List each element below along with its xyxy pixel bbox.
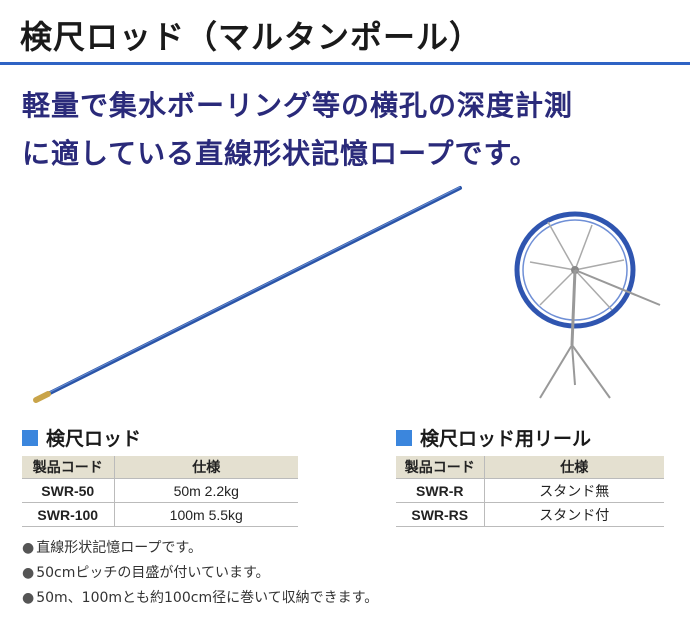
column-header-code: 製品コード [396, 456, 485, 479]
product-code-cell: SWR-R [396, 478, 485, 503]
table-header-row: 製品コード 仕様 [22, 456, 298, 479]
spec-cell: 100m 5.5kg [114, 502, 298, 527]
column-header-spec: 仕様 [114, 456, 298, 479]
list-item: ● 50cmピッチの目盛が付いています。 [22, 561, 378, 586]
table-row: SWR-50 50m 2.2kg [22, 478, 298, 503]
headline-line-2: に適している直線形状記憶ロープです。 [22, 137, 539, 170]
rod-spec-table: 製品コード 仕様 SWR-50 50m 2.2kg SWR-100 100m 5… [22, 456, 298, 527]
table-row: SWR-R スタンド無 [396, 478, 664, 503]
reel-section-heading: 検尺ロッド用リール [396, 424, 591, 451]
square-bullet-icon [22, 429, 38, 446]
bullet-icon: ● [22, 590, 35, 606]
feature-notes: ● 直線形状記憶ロープです。 ● 50cmピッチの目盛が付いています。 ● 50m、1… [22, 536, 378, 611]
column-header-code: 製品コード [22, 456, 115, 479]
rod-image [33, 186, 462, 403]
column-header-spec: 仕様 [484, 456, 664, 479]
rod-section-title: 検尺ロッド [46, 428, 142, 450]
square-bullet-icon [396, 429, 412, 446]
bullet-icon: ● [22, 565, 35, 581]
spec-cell: スタンド無 [484, 478, 664, 503]
product-illustrations [33, 186, 661, 403]
product-code-cell: SWR-50 [22, 478, 115, 503]
table-row: SWR-RS スタンド付 [396, 502, 664, 527]
list-item: ● 50m、100mとも約100cm径に巻いて収納できます。 [22, 586, 378, 611]
page-title: 検尺ロッド（マルタンポール） [20, 18, 483, 56]
title-underline [0, 62, 690, 65]
bullet-icon: ● [22, 540, 35, 556]
product-code-cell: SWR-RS [396, 502, 485, 527]
spec-cell: スタンド付 [484, 502, 664, 527]
headline: 軽量で集水ボーリング等の横孔の深度計測 に適している直線形状記憶ロープです。 [22, 82, 682, 178]
table-row: SWR-100 100m 5.5kg [22, 502, 298, 527]
headline-line-1: 軽量で集水ボーリング等の横孔の深度計測 [22, 89, 574, 122]
rod-section-heading: 検尺ロッド [22, 424, 141, 451]
reel-spec-table: 製品コード 仕様 SWR-R スタンド無 SWR-RS スタンド付 [396, 456, 664, 527]
product-code-cell: SWR-100 [22, 502, 115, 527]
table-header-row: 製品コード 仕様 [396, 456, 664, 479]
spec-cell: 50m 2.2kg [114, 478, 298, 503]
reel-stand-image [514, 211, 661, 399]
note-text: 直線形状記憶ロープです。 [36, 540, 202, 556]
note-text: 50m、100mとも約100cm径に巻いて収納できます。 [36, 590, 379, 606]
reel-section-title: 検尺ロッド用リール [420, 428, 592, 450]
list-item: ● 直線形状記憶ロープです。 [22, 536, 378, 561]
note-text: 50cmピッチの目盛が付いています。 [36, 565, 270, 581]
